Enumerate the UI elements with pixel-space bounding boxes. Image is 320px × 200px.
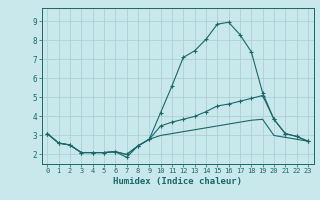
X-axis label: Humidex (Indice chaleur): Humidex (Indice chaleur)	[113, 177, 242, 186]
